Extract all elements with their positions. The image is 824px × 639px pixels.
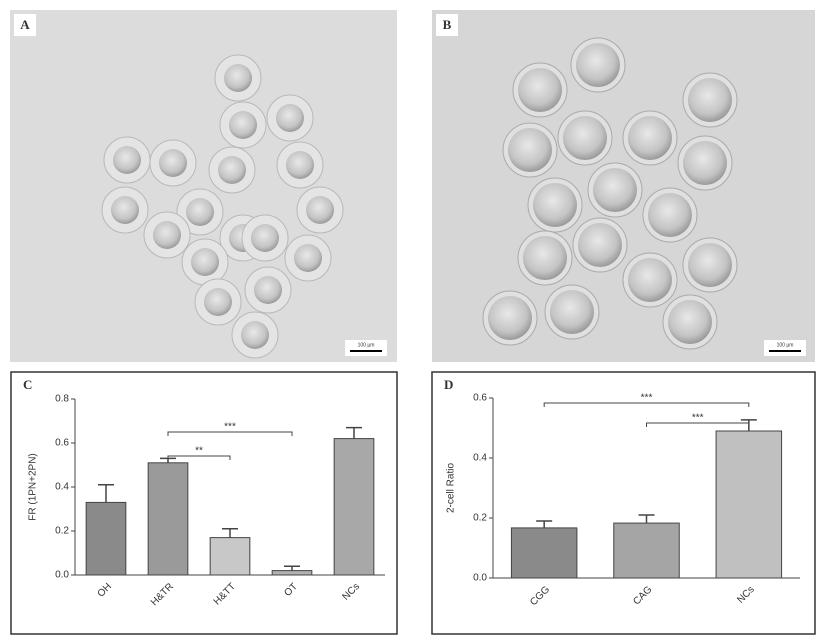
cell-body <box>518 68 562 112</box>
significance-bracket <box>543 402 750 407</box>
bar <box>715 430 783 579</box>
y-tick-label: 0.0 <box>55 570 69 581</box>
cell-body <box>563 116 607 160</box>
cell-body <box>533 183 577 227</box>
cell-body <box>668 300 712 344</box>
panel-label: A <box>20 17 30 32</box>
bar <box>613 522 680 579</box>
cell-body <box>224 64 252 92</box>
y-tick-label: 0.6 <box>473 393 487 404</box>
y-axis-title: 2-cell Ratio <box>446 463 457 513</box>
y-tick-label: 0.6 <box>55 438 69 449</box>
cell-body <box>204 288 232 316</box>
cell-body <box>153 221 181 249</box>
y-tick-label: 0.2 <box>55 526 69 537</box>
cell-body <box>593 168 637 212</box>
y-tick-label: 0.2 <box>473 513 487 524</box>
significance-label: *** <box>692 413 704 424</box>
cell-body <box>523 236 567 280</box>
cell-body <box>688 78 732 122</box>
cell-body <box>111 196 139 224</box>
bar <box>510 527 578 579</box>
scale-bar-label: 100 µm <box>777 342 794 348</box>
cell-body <box>306 196 334 224</box>
cell-body <box>276 104 304 132</box>
panel-label: C <box>23 377 32 392</box>
panel-label: D <box>444 377 453 392</box>
cell-body <box>576 43 620 87</box>
y-tick-label: 0.4 <box>473 453 487 464</box>
panel-label: B <box>443 17 452 32</box>
cell-body <box>488 296 532 340</box>
error-bar <box>284 565 300 571</box>
significance-label: *** <box>641 393 653 404</box>
cell-body <box>241 321 269 349</box>
cell-body <box>648 193 692 237</box>
error-bar <box>98 484 114 503</box>
error-bar <box>222 528 238 538</box>
bar <box>85 501 127 576</box>
significance-label: ** <box>195 446 203 457</box>
panel-label-bg <box>436 14 458 36</box>
bar <box>333 438 375 576</box>
significance-bracket <box>167 431 293 436</box>
cells <box>101 37 738 359</box>
error-bar <box>638 514 655 524</box>
cell-body <box>159 149 187 177</box>
bar <box>209 537 251 576</box>
error-bar <box>536 520 553 528</box>
scale-bar-label: 100 µm <box>358 342 375 348</box>
cell-body <box>191 248 219 276</box>
cell-body <box>578 223 622 267</box>
cell-body <box>688 243 732 287</box>
cell-body <box>254 276 282 304</box>
y-axis-title: FR (1PN+2PN) <box>28 453 39 521</box>
cell-body <box>113 146 141 174</box>
cell-body <box>218 156 246 184</box>
cell-body <box>294 244 322 272</box>
cell-body <box>286 151 314 179</box>
cell-body <box>251 224 279 252</box>
cell-body <box>508 128 552 172</box>
cell-body <box>683 141 727 185</box>
bar <box>147 462 189 576</box>
y-tick-label: 0.8 <box>55 394 69 405</box>
panel-label-bg <box>14 14 36 36</box>
significance-label: *** <box>224 422 236 433</box>
cell-body <box>550 290 594 334</box>
significance-bracket <box>646 422 750 427</box>
cell-body <box>229 111 257 139</box>
cell-body <box>628 116 672 160</box>
y-tick-label: 0.4 <box>55 482 69 493</box>
cell-body <box>628 258 672 302</box>
significance-bracket <box>167 455 231 460</box>
bar <box>271 570 313 576</box>
error-bar <box>346 426 362 439</box>
y-tick-label: 0.0 <box>473 573 487 584</box>
cell-body <box>186 198 214 226</box>
